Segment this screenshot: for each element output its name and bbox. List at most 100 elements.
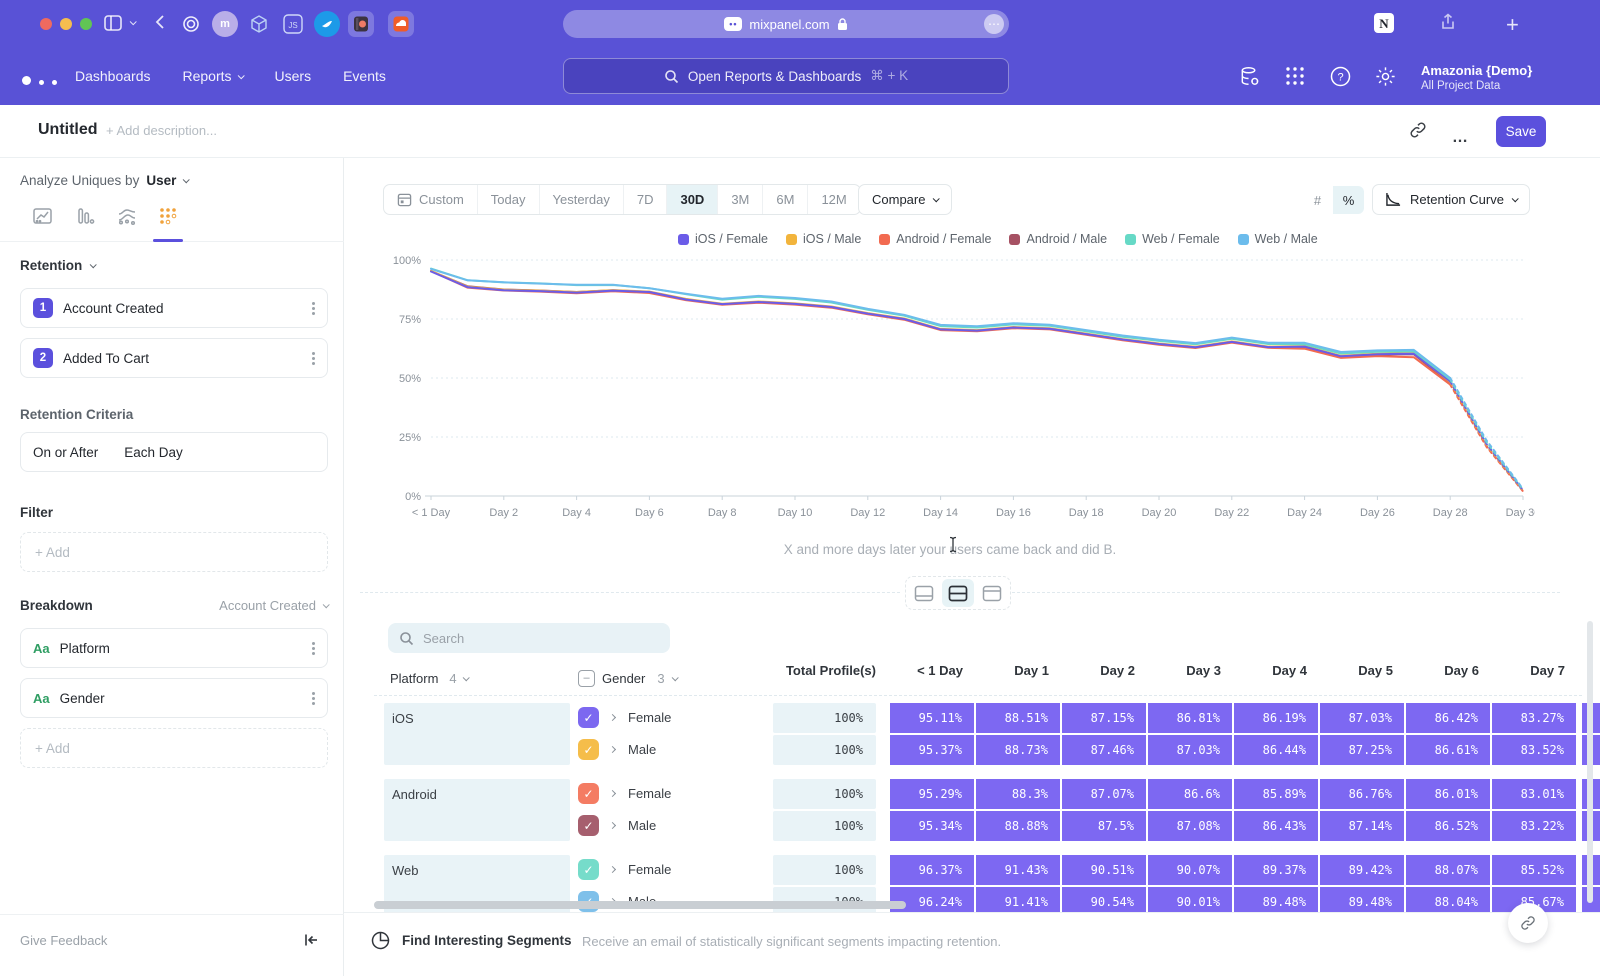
legend-item-ios-female[interactable]: iOS / Female	[678, 232, 768, 246]
retention-cell[interactable]: 89.48%	[1320, 887, 1404, 912]
legend-item-ios-male[interactable]: iOS / Male	[785, 232, 861, 246]
retention-cell[interactable]: 87.5%	[1062, 811, 1146, 841]
retention-cell[interactable]: 88.73%	[976, 735, 1060, 765]
active-tab-journal-icon[interactable]	[348, 11, 374, 37]
step-card-added-to-cart[interactable]: 2 Added To Cart	[20, 338, 328, 378]
breakdown-scope-dropdown[interactable]: Account Created	[219, 598, 330, 613]
retention-cell[interactable]: 83.52%	[1492, 735, 1576, 765]
retention-cell[interactable]: 91.43%	[976, 855, 1060, 885]
breakdown-kebab-icon[interactable]	[312, 696, 315, 700]
criteria-on-or-after[interactable]: On or After	[33, 444, 99, 460]
retention-cell[interactable]: 95.34%	[890, 811, 974, 841]
series-checkbox[interactable]: ✓	[578, 707, 599, 728]
retention-cell[interactable]: 88.3%	[976, 779, 1060, 809]
retention-cell[interactable]: 87.07%	[1062, 779, 1146, 809]
data-management-icon[interactable]	[1238, 65, 1261, 88]
retention-cell[interactable]: 89.42%	[1320, 855, 1404, 885]
retention-cell[interactable]: 86.81%	[1148, 703, 1232, 733]
range-6m[interactable]: 6M	[762, 185, 807, 214]
retention-cell[interactable]: 87.46%	[1062, 735, 1146, 765]
retention-cell[interactable]: 87.03%	[1148, 735, 1232, 765]
retention-cell[interactable]: 87.08%	[1148, 811, 1232, 841]
apps-grid-icon[interactable]	[1284, 65, 1306, 87]
gender-indeterminate-checkbox[interactable]: –	[578, 669, 595, 687]
platform-cell[interactable]	[384, 703, 570, 765]
notion-extension-icon[interactable]: N	[1372, 11, 1396, 35]
retention-cell[interactable]: 95.37%	[890, 735, 974, 765]
tab-list-chevron-icon[interactable]	[129, 18, 137, 26]
retention-section-header[interactable]: Retention	[20, 258, 328, 273]
table-search-input[interactable]: Search	[388, 623, 670, 653]
retention-cell[interactable]: 86.43%	[1234, 811, 1318, 841]
back-button-icon[interactable]	[152, 13, 170, 31]
retention-cell[interactable]: 88.04%	[1406, 887, 1490, 912]
legend-item-android-female[interactable]: Android / Female	[879, 232, 991, 246]
retention-cell[interactable]: 90.54%	[1062, 887, 1146, 912]
layout-split-button[interactable]	[942, 579, 974, 607]
retention-cell[interactable]: 90.07%	[1148, 855, 1232, 885]
retention-cell[interactable]: 83.27%	[1492, 703, 1576, 733]
retention-cell[interactable]: 87.14%	[1320, 811, 1404, 841]
pinned-tab-m-icon[interactable]: m	[212, 11, 238, 37]
help-icon[interactable]: ?	[1329, 65, 1352, 88]
retention-cell[interactable]: 86.52%	[1406, 811, 1490, 841]
series-checkbox[interactable]: ✓	[578, 815, 599, 836]
expand-chevron-icon[interactable]	[608, 865, 617, 874]
expand-chevron-icon[interactable]	[608, 713, 617, 722]
layout-chart-only-button[interactable]	[908, 579, 940, 607]
step-card-account-created[interactable]: 1 Account Created	[20, 288, 328, 328]
sidebar-toggle-icon[interactable]	[102, 12, 124, 34]
legend-item-web-male[interactable]: Web / Male	[1237, 232, 1318, 246]
expand-chevron-icon[interactable]	[608, 745, 617, 754]
retention-cell[interactable]: 86.61%	[1406, 735, 1490, 765]
retention-cell[interactable]: 86.19%	[1234, 703, 1318, 733]
horizontal-scrollbar[interactable]	[374, 901, 906, 909]
pinned-tab-js-icon[interactable]: JS	[280, 11, 306, 37]
global-search[interactable]: Open Reports & Dashboards ⌘ + K	[563, 58, 1009, 94]
retention-cell[interactable]: 88.51%	[976, 703, 1060, 733]
step-kebab-icon[interactable]	[312, 356, 315, 360]
nav-item-events[interactable]: Events	[343, 68, 386, 84]
pinned-tab-cube-icon[interactable]	[246, 11, 272, 37]
retention-cell[interactable]: 85.52%	[1492, 855, 1576, 885]
layout-table-only-button[interactable]	[976, 579, 1008, 607]
tab-flows-icon[interactable]	[116, 206, 140, 230]
retention-cell[interactable]: 95.11%	[890, 703, 974, 733]
pinned-tab-globe-icon[interactable]	[314, 11, 340, 37]
breakdown-card-gender[interactable]: Aa Gender	[20, 678, 328, 718]
more-options-icon[interactable]: …	[1452, 129, 1470, 146]
retention-cell[interactable]: 96.37%	[890, 855, 974, 885]
analyze-value-dropdown[interactable]: User	[146, 173, 177, 188]
retention-cell[interactable]: 86.42%	[1406, 703, 1490, 733]
project-switcher[interactable]: Amazonia {Demo} All Project Data	[1421, 63, 1532, 94]
retention-cell[interactable]: 86.44%	[1234, 735, 1318, 765]
legend-item-android-male[interactable]: Android / Male	[1009, 232, 1107, 246]
retention-cell[interactable]: 89.37%	[1234, 855, 1318, 885]
window-minimize-button[interactable]	[60, 18, 72, 30]
platform-cell[interactable]	[384, 779, 570, 841]
range-12m[interactable]: 12M	[807, 185, 859, 214]
retention-cell[interactable]: 87.25%	[1320, 735, 1404, 765]
save-button[interactable]: Save	[1496, 116, 1546, 147]
collapse-sidebar-icon[interactable]	[302, 931, 320, 949]
chart-type-dropdown[interactable]: Retention Curve	[1372, 184, 1530, 215]
filter-add-button[interactable]: + Add	[20, 532, 328, 572]
range-30d[interactable]: 30D	[666, 185, 718, 214]
retention-line-chart[interactable]: 100% 75% 50% 25% 0% < 1 Day Day 2 Day 4 Day 6 Day…	[385, 246, 1535, 536]
retention-cell[interactable]: 86.01%	[1406, 779, 1490, 809]
step-kebab-icon[interactable]	[312, 306, 315, 310]
share-icon[interactable]	[1438, 12, 1458, 32]
address-bar[interactable]: •• mixpanel.com ⋯	[563, 10, 1009, 38]
col-gender[interactable]: – Gender 3	[578, 663, 679, 693]
site-options-button[interactable]: ⋯	[984, 14, 1004, 34]
retention-cell[interactable]: 90.01%	[1148, 887, 1232, 912]
settings-gear-icon[interactable]	[1374, 65, 1397, 88]
retention-cell[interactable]: 91.41%	[976, 887, 1060, 912]
retention-cell[interactable]: 95.29%	[890, 779, 974, 809]
share-link-floating-button[interactable]	[1508, 903, 1548, 943]
breakdown-kebab-icon[interactable]	[312, 646, 315, 650]
window-close-button[interactable]	[40, 18, 52, 30]
tab-retention-icon[interactable]	[158, 206, 182, 230]
range-custom[interactable]: Custom	[384, 185, 477, 214]
active-tab-soundcloud-icon[interactable]	[388, 11, 414, 37]
